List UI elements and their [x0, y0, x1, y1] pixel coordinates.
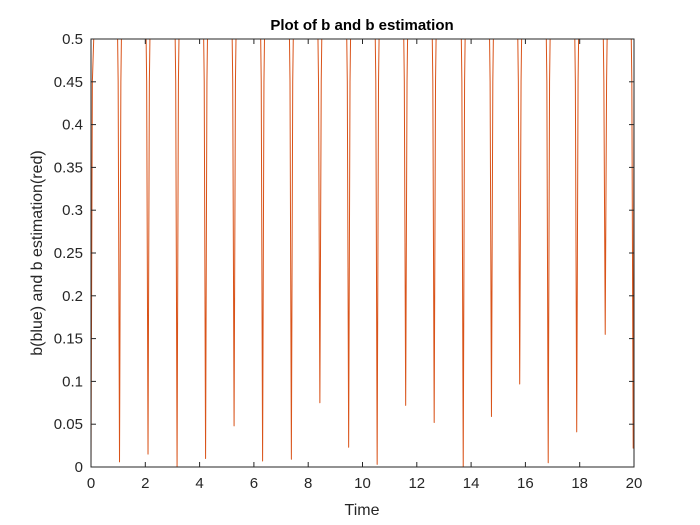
- y-tick-label: 0.3: [62, 202, 83, 219]
- y-tick-label: 0.1: [62, 373, 83, 390]
- x-tick-label: 16: [517, 475, 534, 492]
- chart-title: Plot of b and b estimation: [270, 17, 453, 34]
- y-tick-label: 0.45: [54, 74, 83, 91]
- ticks-layer: 0 2 4 6 8 10 12 14 16 18 20 0 0.05 0.1 0.15 0.2 0.25 0.3 0…: [54, 31, 643, 492]
- y-tick-label: 0.05: [54, 416, 83, 433]
- x-tick-label: 4: [195, 475, 203, 492]
- x-axis-label: Time: [345, 502, 380, 519]
- x-tick-label: 12: [408, 475, 425, 492]
- y-tick-label: 0.35: [54, 159, 83, 176]
- y-tick-label: 0: [75, 459, 83, 476]
- x-tick-label: 20: [626, 475, 643, 492]
- y-tick-label: 0.2: [62, 288, 83, 305]
- x-tick-label: 18: [571, 475, 588, 492]
- x-tick-label: 0: [87, 475, 95, 492]
- x-tick-label: 8: [304, 475, 312, 492]
- y-tick-label: 0.5: [62, 31, 83, 48]
- y-tick-label: 0.15: [54, 331, 83, 348]
- y-tick-label: 0.4: [62, 117, 83, 134]
- y-axis-label: b(blue) and b estimation(red): [29, 150, 46, 355]
- plot-area: [91, 39, 634, 467]
- x-tick-label: 14: [463, 475, 480, 492]
- x-tick-label: 6: [250, 475, 258, 492]
- y-tick-label: 0.25: [54, 245, 83, 262]
- x-tick-label: 10: [354, 475, 371, 492]
- x-tick-label: 2: [141, 475, 149, 492]
